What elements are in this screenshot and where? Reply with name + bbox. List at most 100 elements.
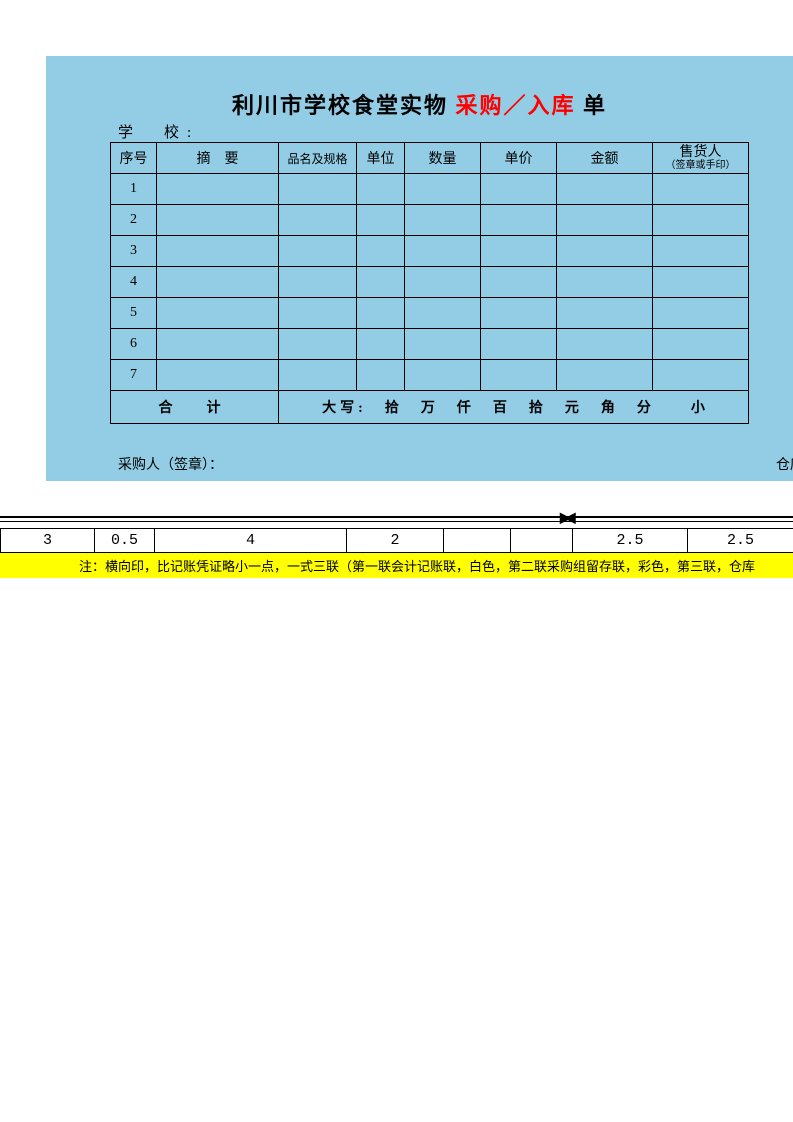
ruler-table: 30.542 2.52.5: [0, 528, 793, 553]
cell-unit: [357, 329, 405, 360]
cell-seq: 4: [111, 267, 157, 298]
cell-amount: [557, 298, 653, 329]
cell-qty: [405, 360, 481, 391]
header-row: 序号 摘 要 品名及规格 单位 数量 单价 金额 售货人 （签章或手印）: [111, 143, 749, 174]
warehouse-label: 仓库保: [776, 454, 793, 474]
ruler-cell: 0.5: [95, 529, 155, 553]
form-panel: 利川市学校食堂实物 采购／入库 单 学 校: 序号 摘 要 品名及规格 单位 数…: [46, 56, 793, 481]
cell-spec: [279, 360, 357, 391]
title-part3: 单: [583, 93, 607, 118]
table-row: 2: [111, 205, 749, 236]
ruler-cell: [444, 529, 511, 553]
ruler-row: 30.542 2.52.5: [1, 529, 793, 553]
cell-abstract: [157, 267, 279, 298]
school-label: 学 校:: [118, 121, 199, 142]
purchaser-label: 采购人（签章）：: [118, 458, 223, 473]
ruler-line-bottom: [0, 521, 793, 522]
ruler-cell: 2: [347, 529, 444, 553]
cell-amount: [557, 267, 653, 298]
cell-seller: [653, 329, 749, 360]
cell-abstract: [157, 360, 279, 391]
cell-unit: [357, 174, 405, 205]
total-daxie: 大写: 拾 万 仟 百 拾 元 角 分 小: [279, 391, 749, 424]
table-row: 6: [111, 329, 749, 360]
cell-price: [481, 298, 557, 329]
cell-spec: [279, 174, 357, 205]
ruler-arrows: ▶◀: [560, 509, 570, 526]
cell-abstract: [157, 298, 279, 329]
cell-seq: 3: [111, 236, 157, 267]
cell-spec: [279, 267, 357, 298]
title-part1: 利川市学校食堂实物: [232, 93, 448, 118]
cell-abstract: [157, 329, 279, 360]
cell-price: [481, 360, 557, 391]
table-row: 1: [111, 174, 749, 205]
total-label: 合 计: [111, 391, 279, 424]
cell-unit: [357, 267, 405, 298]
header-seq: 序号: [111, 143, 157, 174]
cell-price: [481, 329, 557, 360]
cell-seller: [653, 267, 749, 298]
cell-amount: [557, 360, 653, 391]
table-row: 7: [111, 360, 749, 391]
cell-qty: [405, 236, 481, 267]
seller-sublabel: （签章或手印）: [653, 160, 748, 171]
ruler-cell: 2.5: [573, 529, 688, 553]
cell-seq: 6: [111, 329, 157, 360]
cell-seq: 7: [111, 360, 157, 391]
header-price: 单价: [481, 143, 557, 174]
cell-seller: [653, 174, 749, 205]
cell-spec: [279, 205, 357, 236]
cell-qty: [405, 329, 481, 360]
cell-price: [481, 267, 557, 298]
cell-seller: [653, 205, 749, 236]
total-row: 合 计 大写: 拾 万 仟 百 拾 元 角 分 小: [111, 391, 749, 424]
ruler-section: ▶◀ 30.5422.52.5 注：横向印，比记账凭证略小一点，一式三联（第一联…: [0, 516, 793, 578]
ruler-cell: 4: [155, 529, 347, 553]
cell-unit: [357, 236, 405, 267]
ruler-cell: 3: [1, 529, 95, 553]
cell-seller: [653, 298, 749, 329]
cell-abstract: [157, 236, 279, 267]
cell-seller: [653, 236, 749, 267]
cell-spec: [279, 329, 357, 360]
cell-amount: [557, 236, 653, 267]
ruler-cell: [511, 529, 573, 553]
header-seller: 售货人 （签章或手印）: [653, 143, 749, 174]
cell-price: [481, 174, 557, 205]
cell-amount: [557, 174, 653, 205]
purchase-table: 序号 摘 要 品名及规格 单位 数量 单价 金额 售货人 （签章或手印） 123…: [110, 142, 749, 424]
cell-qty: [405, 174, 481, 205]
cell-unit: [357, 298, 405, 329]
cell-spec: [279, 236, 357, 267]
cell-abstract: [157, 174, 279, 205]
cell-price: [481, 205, 557, 236]
cell-qty: [405, 267, 481, 298]
header-spec: 品名及规格: [279, 143, 357, 174]
cell-seq: 1: [111, 174, 157, 205]
seller-label: 售货人: [680, 145, 722, 160]
table-row: 3: [111, 236, 749, 267]
table-body: 1234567: [111, 174, 749, 391]
cell-unit: [357, 205, 405, 236]
header-abstract: 摘 要: [157, 143, 279, 174]
cell-abstract: [157, 205, 279, 236]
footer-labels: 采购人（签章）： 仓库保: [118, 454, 793, 474]
ruler-cell: 2.5: [688, 529, 793, 553]
title-part2: 采购／入库: [455, 93, 575, 118]
cell-seq: 5: [111, 298, 157, 329]
cell-spec: [279, 298, 357, 329]
table-row: 4: [111, 267, 749, 298]
header-unit: 单位: [357, 143, 405, 174]
header-qty: 数量: [405, 143, 481, 174]
cell-amount: [557, 205, 653, 236]
cell-qty: [405, 298, 481, 329]
footnote: 注：横向印，比记账凭证略小一点，一式三联（第一联会计记账联，白色，第二联采购组留…: [0, 553, 793, 578]
cell-seq: 2: [111, 205, 157, 236]
cell-qty: [405, 205, 481, 236]
cell-price: [481, 236, 557, 267]
page-title: 利川市学校食堂实物 采购／入库 单: [46, 56, 793, 120]
cell-amount: [557, 329, 653, 360]
cell-unit: [357, 360, 405, 391]
table-row: 5: [111, 298, 749, 329]
